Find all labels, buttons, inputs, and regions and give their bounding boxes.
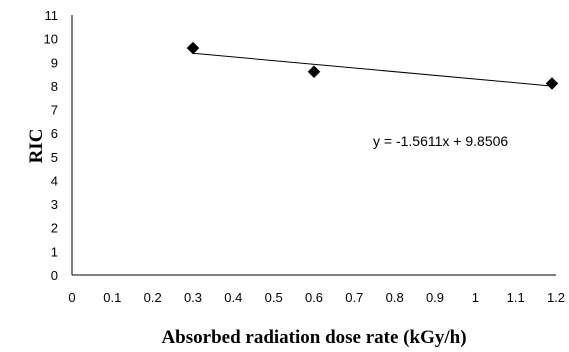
x-tick-label: 0.9: [426, 290, 444, 305]
x-tick-label: 0.2: [144, 290, 162, 305]
y-tick-label: 5: [51, 150, 58, 165]
x-tick-label: 0.7: [345, 290, 363, 305]
x-tick-label: 1.1: [507, 290, 525, 305]
y-tick-label: 4: [51, 173, 58, 188]
y-tick-label: 10: [44, 32, 58, 47]
x-tick-label: 0: [68, 290, 75, 305]
data-point: [307, 65, 321, 79]
y-tick-label: 9: [51, 55, 58, 70]
y-tick-label: 11: [45, 8, 59, 23]
x-tick-labels: 0 0.1 0.2 0.3 0.4 0.5 0.6 0.7 0.8 0.9 1 1.1 1.2: [68, 290, 565, 305]
y-tick-label: 7: [51, 103, 58, 118]
data-point: [545, 77, 559, 90]
x-tick-label: 1.2: [547, 290, 565, 305]
y-tick-label: 3: [51, 197, 58, 212]
y-tick-label: 1: [51, 244, 58, 259]
y-tick-label: 0: [51, 268, 58, 283]
y-tick-label: 6: [51, 126, 58, 141]
trendline-group: [192, 52, 553, 87]
y-tick-label: 8: [51, 79, 58, 94]
data-point: [186, 41, 200, 55]
x-tick-label: 0.3: [184, 290, 202, 305]
trendline: [192, 52, 553, 87]
trendline-equation: y = -1.5611x + 9.8506: [373, 133, 508, 149]
x-axis-label: Absorbed radiation dose rate (kGy/h): [161, 327, 466, 348]
x-tick-label: 0.5: [265, 290, 283, 305]
x-tick-label: 1: [472, 290, 479, 305]
x-tick-label: 0.4: [224, 290, 242, 305]
y-tick-label: 2: [51, 221, 58, 236]
x-tick-label: 0.6: [305, 290, 323, 305]
axes: [71, 15, 556, 276]
data-points: [186, 41, 559, 90]
x-tick-label: 0.1: [103, 290, 121, 305]
x-tick-label: 0.8: [386, 290, 404, 305]
y-axis-label: RIC: [26, 129, 47, 164]
y-tick-labels: 0 1 2 3 4 5 6 7 8 9 10 11: [44, 8, 58, 283]
